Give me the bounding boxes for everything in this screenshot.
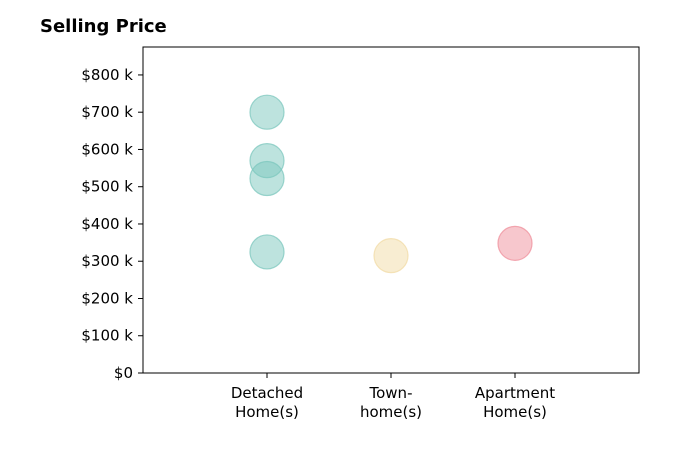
data-point	[249, 234, 285, 270]
y-tick-label: $300 k	[81, 252, 133, 270]
data-point	[373, 238, 409, 274]
y-tick-label: $500 k	[81, 178, 133, 196]
x-tick-label: Apartment Home(s)	[475, 384, 555, 421]
x-tick-label: Detached Home(s)	[231, 384, 303, 421]
x-tick-label: Town-home(s)	[360, 384, 422, 421]
data-point	[249, 94, 285, 130]
y-tick-label: $200 k	[81, 289, 133, 307]
y-tick-label: $700 k	[81, 103, 133, 121]
data-point	[497, 225, 533, 261]
chart-title: Selling Price	[40, 16, 167, 37]
y-tick-label: $400 k	[81, 215, 133, 233]
y-tick-label: $600 k	[81, 140, 133, 158]
y-tick-label: $0	[114, 364, 133, 382]
data-point	[249, 160, 285, 197]
y-tick-label: $800 k	[81, 66, 133, 84]
y-tick-label: $100 k	[81, 327, 133, 345]
plot-frame	[142, 46, 640, 374]
